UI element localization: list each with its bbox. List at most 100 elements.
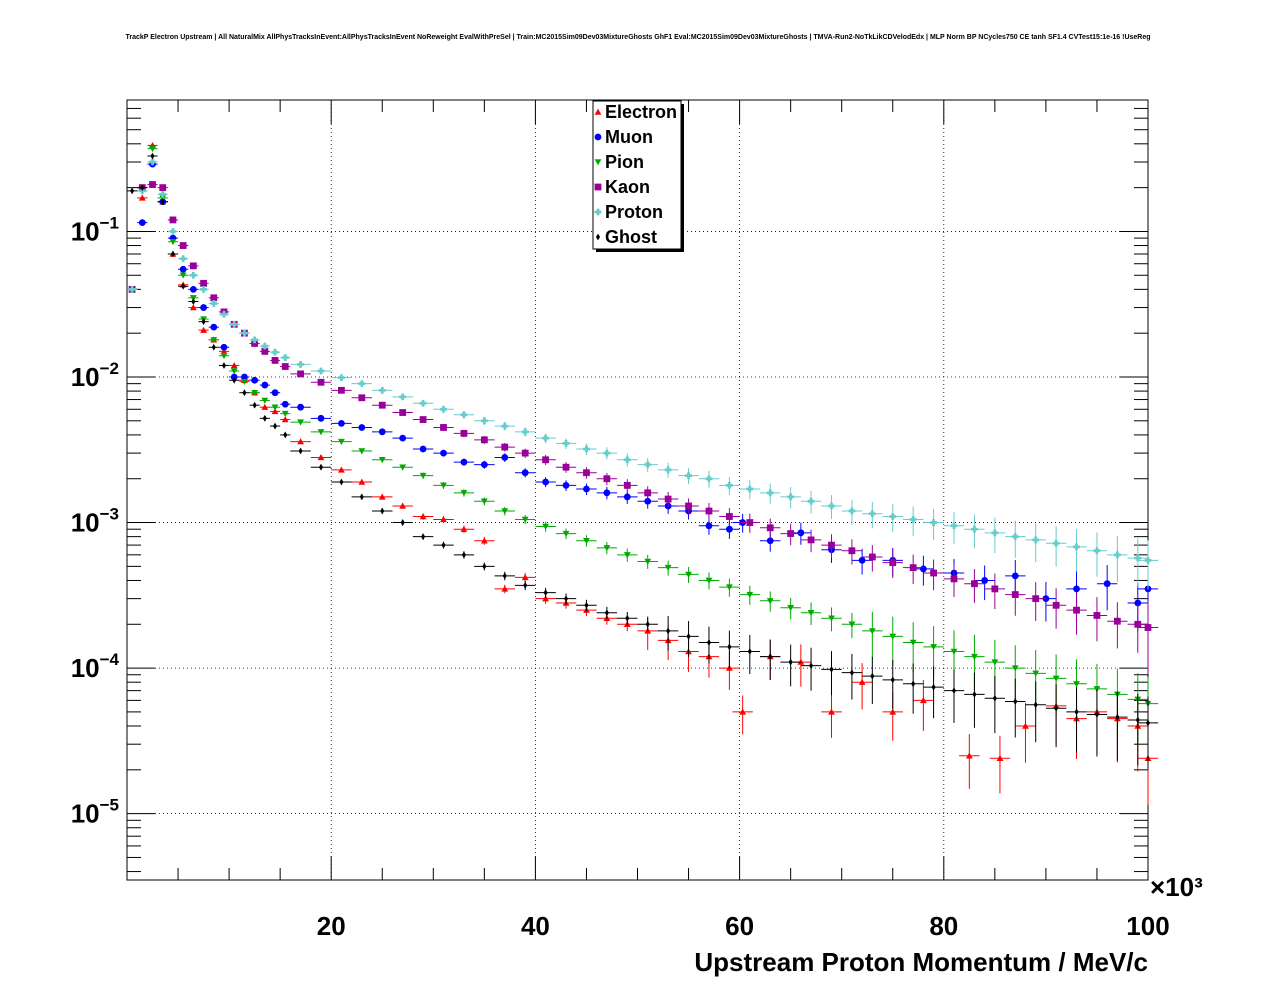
data-point bbox=[766, 489, 774, 497]
data-point bbox=[727, 643, 732, 651]
data-point bbox=[603, 475, 611, 483]
data-point bbox=[191, 298, 196, 305]
data-point bbox=[271, 348, 279, 356]
data-point bbox=[460, 458, 468, 466]
data-point bbox=[828, 615, 835, 622]
x-axis-title: Upstream Proton Momentum / MeV/c bbox=[694, 947, 1148, 977]
data-point bbox=[521, 516, 529, 523]
data-point bbox=[440, 516, 447, 523]
series-muon bbox=[127, 160, 1159, 632]
data-point bbox=[858, 556, 866, 564]
data-point bbox=[562, 481, 570, 489]
data-point bbox=[298, 447, 303, 455]
data-point bbox=[179, 255, 187, 263]
data-point bbox=[1011, 572, 1019, 580]
data-point bbox=[318, 463, 324, 471]
data-point bbox=[766, 537, 774, 545]
data-point bbox=[461, 551, 466, 559]
data-point bbox=[419, 472, 427, 480]
data-point bbox=[950, 575, 958, 583]
x-axis-multiplier: ×10³ bbox=[1150, 872, 1203, 902]
data-point bbox=[501, 422, 509, 430]
data-point bbox=[200, 285, 207, 293]
data-point bbox=[460, 429, 468, 437]
data-point bbox=[991, 585, 999, 593]
data-point bbox=[271, 389, 279, 397]
data-point bbox=[1093, 686, 1101, 693]
data-point bbox=[685, 472, 692, 480]
data-point bbox=[623, 493, 631, 501]
data-point bbox=[460, 525, 468, 532]
data-point bbox=[664, 564, 672, 572]
data-point bbox=[220, 347, 228, 355]
data-point bbox=[725, 513, 733, 520]
data-point bbox=[419, 513, 427, 520]
data-point bbox=[140, 184, 145, 192]
data-point bbox=[221, 362, 227, 369]
data-point bbox=[380, 507, 385, 515]
data-point bbox=[828, 708, 835, 715]
data-point bbox=[583, 485, 590, 493]
data-point bbox=[542, 478, 550, 486]
data-point bbox=[686, 633, 691, 640]
legend-label: Pion bbox=[605, 152, 644, 172]
data-point bbox=[1032, 670, 1040, 677]
data-point bbox=[603, 489, 611, 497]
data-point bbox=[179, 242, 187, 249]
data-point bbox=[521, 469, 529, 477]
data-point bbox=[169, 238, 177, 246]
data-point bbox=[828, 541, 835, 549]
data-point bbox=[440, 424, 447, 431]
data-point bbox=[930, 644, 937, 651]
data-point bbox=[1134, 599, 1142, 607]
data-point bbox=[996, 754, 1004, 762]
data-point bbox=[685, 571, 692, 578]
data-point bbox=[440, 449, 447, 457]
data-point bbox=[623, 552, 631, 559]
data-point bbox=[261, 403, 269, 410]
data-point bbox=[273, 422, 278, 430]
data-point bbox=[261, 342, 269, 350]
data-point bbox=[1073, 543, 1080, 551]
data-point bbox=[501, 508, 509, 515]
data-point bbox=[179, 265, 187, 273]
data-point bbox=[644, 489, 652, 497]
data-point bbox=[419, 399, 427, 407]
data-point bbox=[950, 648, 958, 655]
data-point bbox=[521, 573, 529, 581]
data-point bbox=[542, 434, 550, 442]
data-point bbox=[1144, 556, 1152, 564]
data-point bbox=[501, 585, 509, 592]
y-tick-label: 10−2 bbox=[71, 359, 119, 392]
data-point bbox=[189, 285, 197, 293]
data-point bbox=[283, 431, 288, 439]
data-point bbox=[399, 464, 407, 471]
data-point bbox=[200, 326, 207, 333]
x-tick-label: 20 bbox=[317, 911, 346, 941]
data-point bbox=[542, 523, 550, 530]
legend-label: Muon bbox=[605, 127, 653, 147]
data-point bbox=[1115, 713, 1120, 721]
data-point bbox=[230, 368, 238, 375]
data-point bbox=[1073, 585, 1080, 593]
data-point bbox=[281, 363, 289, 370]
data-point bbox=[460, 411, 468, 419]
data-point bbox=[919, 565, 927, 573]
data-point bbox=[1032, 595, 1040, 603]
data-point bbox=[807, 536, 815, 544]
legend-marker bbox=[594, 208, 602, 216]
data-point bbox=[563, 595, 569, 603]
data-point bbox=[1094, 711, 1099, 718]
data-point bbox=[338, 438, 345, 445]
data-point bbox=[317, 454, 325, 461]
legend-label: Electron bbox=[605, 102, 677, 122]
data-point bbox=[848, 621, 856, 628]
data-point bbox=[1134, 620, 1142, 628]
data-point bbox=[583, 445, 590, 453]
data-point bbox=[358, 448, 366, 455]
data-point bbox=[281, 416, 289, 423]
data-point bbox=[666, 627, 671, 635]
data-point bbox=[542, 595, 550, 602]
data-point bbox=[746, 519, 754, 526]
data-point bbox=[400, 519, 405, 526]
